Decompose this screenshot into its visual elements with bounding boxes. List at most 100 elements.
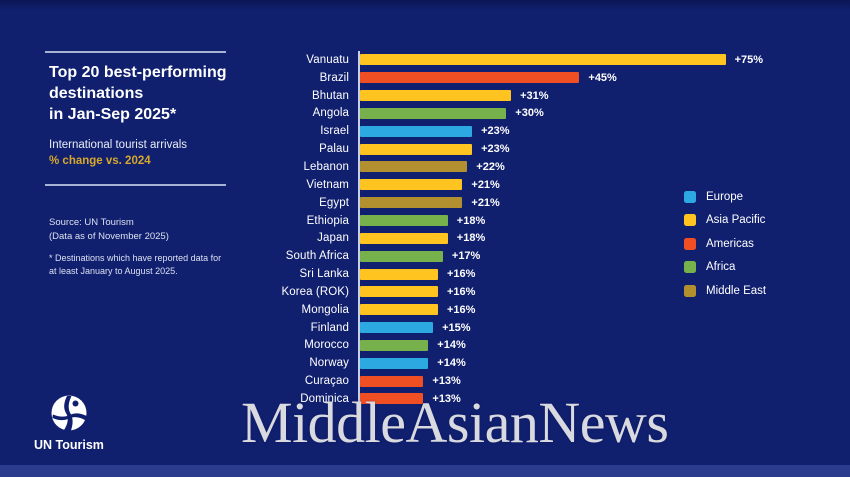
country-label: Bhutan	[311, 89, 349, 102]
bar	[360, 322, 434, 334]
value-label: +30%	[515, 107, 544, 120]
bar	[360, 90, 512, 102]
chart-row: Brazil +45%	[245, 69, 830, 87]
country-label: Ethiopia	[306, 214, 349, 227]
bar	[360, 161, 468, 173]
chart-row: Palau +23%	[245, 140, 830, 158]
un-tourism-logo-label: UN Tourism	[34, 438, 104, 452]
value-label: +14%	[437, 357, 466, 370]
chart-row: Morocco +14%	[245, 337, 830, 355]
chart-title: Top 20 best-performing destinations in J…	[49, 64, 227, 123]
country-label: Palau	[319, 143, 349, 156]
chart-subtitle-highlight: % change vs. 2024	[49, 155, 151, 167]
value-label: +16%	[447, 303, 476, 316]
chart-row: Korea (ROK) +16%	[245, 283, 830, 301]
country-label: Vanuatu	[306, 53, 349, 66]
bar	[360, 125, 473, 137]
value-label: +18%	[456, 232, 486, 245]
bar	[360, 143, 473, 155]
bar	[360, 72, 580, 84]
chart-row: Ethiopia +18%	[245, 212, 830, 230]
legend-label: Africa	[706, 261, 736, 273]
chart-row: Norway +14%	[245, 354, 830, 372]
bar	[360, 232, 448, 244]
chart-row: Curaçao +13%	[245, 372, 830, 390]
chart-row: Sri Lanka +16%	[245, 265, 830, 283]
chart-row: Lebanon +22%	[245, 158, 830, 176]
bar	[360, 215, 448, 227]
country-label: Norway	[309, 357, 349, 370]
country-label: Vietnam	[306, 178, 349, 191]
bar	[360, 304, 438, 316]
divider-bottom	[45, 184, 226, 186]
legend-item: Africa	[684, 261, 766, 274]
y-axis-line	[358, 51, 360, 407]
chart-subtitle: International tourist arrivals	[49, 139, 188, 151]
chart-row: Vanuatu +75%	[245, 51, 830, 69]
chart-row: Finland +15%	[245, 319, 830, 337]
country-label: Lebanon	[303, 160, 349, 173]
country-label: Curaçao	[304, 375, 349, 388]
country-label: Angola	[312, 107, 349, 120]
bar	[360, 54, 726, 66]
top-shade	[0, 0, 850, 10]
value-label: +16%	[447, 268, 476, 281]
country-label: Morocco	[304, 339, 349, 352]
legend-item: Asia Pacific	[684, 214, 766, 227]
legend: Europe Asia Pacific Americas Africa Middle E…	[684, 190, 766, 297]
legend-label: Americas	[706, 237, 754, 250]
bar	[360, 197, 463, 209]
bar	[360, 375, 424, 387]
watermark-text: MiddleAsianNews	[241, 390, 669, 455]
chart-row: Dominica +13%	[245, 390, 830, 408]
legend-swatch	[684, 237, 696, 250]
value-label: +14%	[437, 339, 466, 352]
bar	[360, 286, 438, 298]
country-label: Finland	[310, 321, 349, 334]
bar	[360, 107, 507, 119]
chart-row: Japan +18%	[245, 229, 830, 247]
legend-swatch	[684, 214, 696, 226]
un-tourism-logo-icon	[50, 394, 88, 432]
bar	[360, 268, 438, 280]
value-label: +18%	[456, 214, 486, 227]
value-label: +31%	[520, 89, 549, 102]
chart-row: Israel +23%	[245, 122, 830, 140]
value-label: +17%	[451, 250, 481, 263]
chart-row: Mongolia +16%	[245, 301, 830, 319]
value-label: +22%	[476, 160, 505, 173]
chart-row: Vietnam +21%	[245, 176, 830, 194]
value-label: +16%	[447, 285, 476, 298]
chart-row: Bhutan +31%	[245, 87, 830, 105]
country-label: Japan	[317, 232, 349, 245]
bar	[360, 357, 429, 369]
legend-label: Europe	[706, 190, 744, 203]
legend-label: Asia Pacific	[706, 214, 766, 226]
plot-rows: Vanuatu +75% Brazil +45% Bhutan +31% Angola +30…	[245, 51, 830, 408]
country-label: South Africa	[285, 250, 349, 263]
value-label: +15%	[442, 321, 471, 334]
legend-swatch	[684, 261, 696, 273]
value-label: +75%	[734, 53, 764, 66]
value-label: +13%	[432, 375, 461, 388]
bar	[360, 339, 429, 351]
country-label: Dominica	[300, 392, 349, 405]
value-label: +21%	[471, 178, 500, 191]
country-label: Israel	[320, 125, 349, 138]
legend-swatch	[684, 190, 696, 203]
divider-top	[45, 51, 226, 53]
legend-label: Middle East	[706, 284, 767, 297]
country-label: Mongolia	[301, 303, 349, 316]
bottom-band	[0, 465, 850, 477]
chart-row: Angola +30%	[245, 105, 830, 123]
legend-item: Americas	[684, 237, 766, 250]
country-label: Korea (ROK)	[281, 285, 349, 298]
bar-chart: Vanuatu +75% Brazil +45% Bhutan +31% Angola +30…	[245, 51, 830, 409]
chart-row: Egypt +21%	[245, 194, 830, 212]
country-label: Egypt	[319, 196, 349, 209]
legend-swatch	[684, 284, 696, 297]
legend-item: Middle East	[684, 284, 766, 297]
value-label: +45%	[588, 71, 617, 84]
legend-item: Europe	[684, 190, 766, 203]
